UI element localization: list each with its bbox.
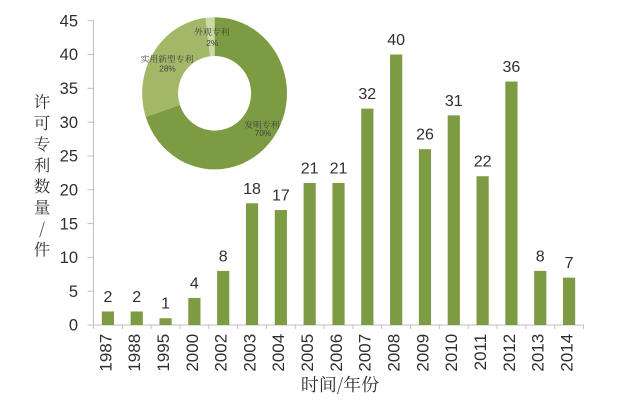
svg-text:36: 36 bbox=[503, 59, 521, 76]
svg-text:32: 32 bbox=[358, 86, 376, 103]
svg-text:2005: 2005 bbox=[298, 334, 317, 372]
svg-text:40: 40 bbox=[387, 32, 405, 49]
svg-text:26: 26 bbox=[416, 127, 434, 144]
svg-text:2008: 2008 bbox=[385, 334, 404, 372]
svg-text:2007: 2007 bbox=[356, 334, 375, 372]
svg-text:1987: 1987 bbox=[96, 334, 115, 372]
svg-text:45: 45 bbox=[60, 12, 78, 30]
svg-text:2: 2 bbox=[103, 289, 112, 306]
svg-text:2%: 2% bbox=[206, 39, 218, 48]
svg-text:2014: 2014 bbox=[557, 334, 576, 372]
svg-text:21: 21 bbox=[330, 160, 348, 177]
svg-text:0: 0 bbox=[69, 317, 78, 335]
svg-text:2000: 2000 bbox=[183, 334, 202, 372]
svg-text:2002: 2002 bbox=[212, 334, 231, 372]
svg-text:2004: 2004 bbox=[269, 334, 288, 372]
svg-text:5: 5 bbox=[69, 283, 78, 301]
svg-text:15: 15 bbox=[60, 215, 78, 233]
svg-text:2006: 2006 bbox=[327, 334, 346, 372]
svg-text:28%: 28% bbox=[159, 65, 175, 74]
svg-text:25: 25 bbox=[60, 148, 78, 166]
svg-text:17: 17 bbox=[272, 188, 290, 205]
svg-text:8: 8 bbox=[536, 248, 545, 265]
svg-text:70%: 70% bbox=[255, 129, 271, 138]
svg-text:20: 20 bbox=[60, 181, 78, 199]
svg-text:30: 30 bbox=[60, 114, 78, 132]
svg-text:8: 8 bbox=[219, 248, 228, 265]
svg-text:35: 35 bbox=[60, 80, 78, 98]
svg-text:2012: 2012 bbox=[500, 334, 519, 372]
svg-text:2011: 2011 bbox=[471, 334, 490, 371]
svg-text:2003: 2003 bbox=[240, 334, 259, 372]
svg-text:1995: 1995 bbox=[154, 334, 173, 372]
svg-text:2: 2 bbox=[132, 289, 141, 306]
svg-text:40: 40 bbox=[60, 46, 78, 64]
svg-text:1: 1 bbox=[161, 296, 170, 313]
svg-text:1988: 1988 bbox=[125, 334, 144, 372]
svg-text:2009: 2009 bbox=[413, 334, 432, 372]
svg-text:2013: 2013 bbox=[529, 334, 548, 372]
svg-text:31: 31 bbox=[445, 93, 463, 110]
svg-text:4: 4 bbox=[190, 275, 199, 292]
svg-text:7: 7 bbox=[565, 255, 574, 272]
svg-text:10: 10 bbox=[60, 249, 78, 267]
svg-text:18: 18 bbox=[243, 181, 261, 198]
svg-text:21: 21 bbox=[301, 160, 319, 177]
svg-text:22: 22 bbox=[474, 154, 492, 171]
svg-text:2010: 2010 bbox=[442, 334, 461, 372]
